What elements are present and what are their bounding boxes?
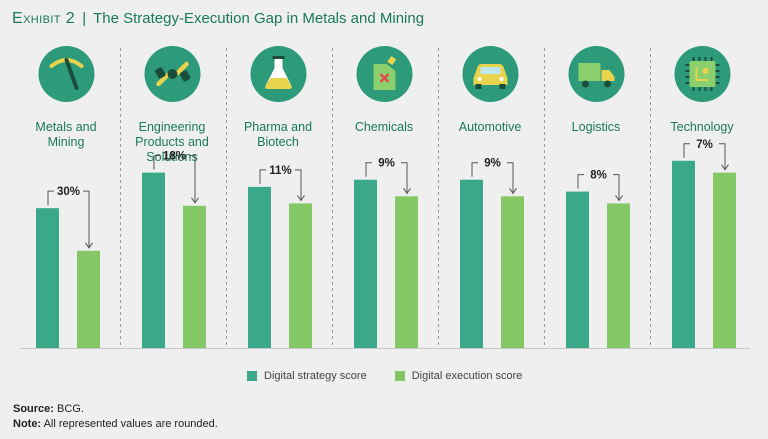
gap-bracket	[259, 169, 305, 202]
exhibit-title: Exhibit 2 | The Strategy-Execution Gap i…	[12, 10, 424, 28]
wrench-icon	[144, 46, 201, 102]
bar-digital-strategy	[460, 179, 483, 348]
legend-item-strategy: Digital strategy score	[247, 370, 367, 382]
gap-label: 30%	[57, 186, 80, 198]
gap-bracket	[471, 162, 517, 195]
bar-digital-execution	[289, 203, 312, 348]
legend-item-execution: Digital execution score	[394, 370, 523, 382]
bar-digital-strategy	[142, 172, 165, 348]
legend-label-execution: Digital execution score	[411, 370, 523, 382]
column-dividers	[120, 48, 651, 346]
category-label: Technology	[670, 120, 734, 134]
legend-swatch-execution	[394, 371, 405, 381]
pickaxe-icon	[38, 46, 95, 102]
title-separator: |	[82, 10, 87, 27]
bar-digital-execution	[183, 205, 206, 348]
note-line: Note: All represented values are rounded…	[13, 417, 218, 432]
category-label: Engineering Products and Solutions	[135, 120, 209, 164]
source-label: Source:	[13, 403, 54, 415]
gap-bracket	[47, 190, 93, 249]
bars	[36, 160, 736, 348]
gap-annotations: 30% 18% 11% 9% 9% 8% 7%	[47, 139, 729, 249]
bar-digital-execution	[607, 203, 630, 348]
gap-bracket	[577, 174, 623, 202]
gap-bracket	[365, 162, 411, 195]
bar-digital-strategy	[566, 191, 589, 348]
note-text: All represented values are rounded.	[43, 418, 218, 430]
category-label: Metals and Mining	[35, 120, 96, 149]
category-label: Automotive	[459, 120, 522, 134]
source-line: Source: BCG.	[13, 402, 218, 417]
gap-label: 8%	[590, 170, 607, 182]
car-icon	[462, 46, 519, 102]
bar-digital-strategy	[36, 208, 59, 348]
gap-label: 9%	[484, 158, 501, 170]
gap-bracket	[153, 155, 199, 204]
gap-label: 11%	[269, 165, 291, 177]
legend: Digital strategy score Digital execution…	[247, 370, 550, 382]
gap-label: 9%	[378, 158, 395, 170]
legend-swatch-strategy	[247, 371, 257, 381]
source-text: BCG.	[57, 403, 84, 415]
chip-icon	[674, 46, 731, 102]
bar-digital-strategy	[672, 160, 695, 348]
bar-digital-execution	[713, 172, 736, 348]
bar-digital-execution	[77, 250, 100, 348]
gap-label: 7%	[696, 139, 713, 151]
category-label: Logistics	[572, 120, 621, 134]
chemical-canister-icon	[356, 46, 413, 102]
gap-bracket	[683, 143, 729, 171]
flask-icon	[250, 46, 307, 102]
chart-title: The Strategy-Execution Gap in Metals and…	[93, 10, 425, 27]
category-label: Chemicals	[355, 120, 413, 134]
bar-digital-strategy	[248, 186, 271, 348]
category-label: Pharma and Biotech	[244, 120, 312, 149]
gap-label: 18%	[163, 151, 186, 163]
bar-digital-strategy	[354, 179, 377, 348]
bar-digital-execution	[395, 196, 418, 348]
gap-chart: Metals and Mining Engineering Products and S…	[20, 46, 750, 349]
note-label: Note:	[13, 418, 42, 430]
category-icons	[38, 46, 731, 102]
footer: Source: BCG. Note: All represented value…	[13, 402, 218, 432]
exhibit-label: Exhibit 2	[12, 10, 76, 27]
truck-icon	[568, 46, 625, 102]
legend-label-strategy: Digital strategy score	[264, 370, 367, 382]
category-labels: Metals and Mining Engineering Products and S…	[35, 120, 734, 164]
bar-digital-execution	[501, 196, 524, 348]
